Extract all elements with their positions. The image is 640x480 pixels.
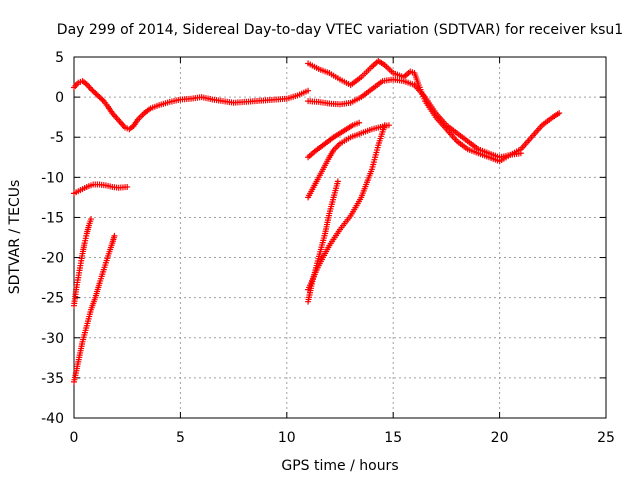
y-tick-label: -25 xyxy=(41,291,64,307)
y-tick-label: -15 xyxy=(41,210,64,226)
y-tick-label: -10 xyxy=(41,170,64,186)
y-tick-label: 5 xyxy=(55,50,64,66)
x-tick-label: 5 xyxy=(176,430,185,446)
series-track-2 xyxy=(71,181,131,197)
data-point xyxy=(556,110,563,117)
series-track-10 xyxy=(305,122,388,293)
data-point xyxy=(111,232,118,239)
series-track-6 xyxy=(305,76,524,161)
y-axis: 5 0 -5 -10 -15 -20 -25 -30 -35 -40 xyxy=(41,50,606,427)
data-points xyxy=(71,58,563,385)
data-point xyxy=(381,122,388,129)
x-tick-label: 0 xyxy=(70,430,79,446)
series-track-3 xyxy=(71,216,95,309)
x-axis-label: GPS time / hours xyxy=(281,458,398,474)
data-point xyxy=(88,216,95,223)
grid xyxy=(74,57,606,418)
x-axis: 0 5 10 15 20 25 xyxy=(70,57,615,446)
x-tick-label: 25 xyxy=(597,430,615,446)
y-axis-label: SDTVAR / TECUs xyxy=(7,180,23,295)
data-point xyxy=(305,87,312,94)
data-point xyxy=(334,178,341,185)
y-tick-label: -20 xyxy=(41,251,64,267)
series-track-1 xyxy=(71,78,312,133)
chart-title: Day 299 of 2014, Sidereal Day-to-day VTE… xyxy=(57,22,623,38)
series-track-4 xyxy=(71,232,118,385)
y-tick-label: -5 xyxy=(50,130,64,146)
y-tick-label: -30 xyxy=(41,331,64,347)
y-tick-label: -35 xyxy=(41,371,64,387)
plot-frame xyxy=(73,56,607,419)
x-tick-label: 10 xyxy=(278,430,296,446)
x-tick-label: 15 xyxy=(384,430,402,446)
x-tick-label: 20 xyxy=(491,430,509,446)
y-tick-label: 0 xyxy=(55,90,64,106)
data-point xyxy=(517,150,524,157)
data-point xyxy=(124,183,131,190)
y-tick-label: -40 xyxy=(41,411,64,427)
series-track-7 xyxy=(305,119,363,161)
data-point xyxy=(356,119,363,126)
